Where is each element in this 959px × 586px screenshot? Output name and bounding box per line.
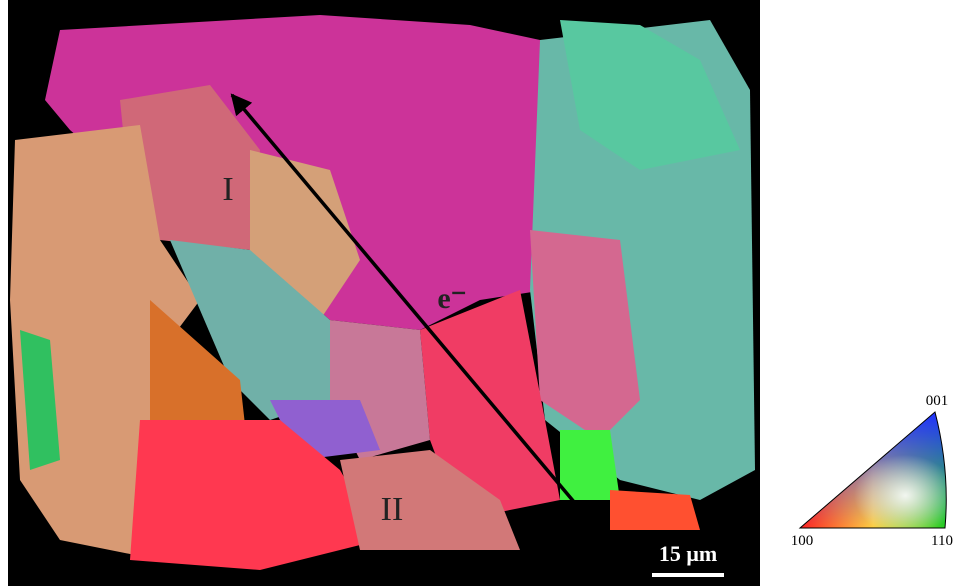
ipf-label: 100 <box>791 533 814 549</box>
ipf-label: 001 <box>926 393 949 409</box>
figure: I II e⁻ 15 μm 001 100 110 <box>0 0 959 586</box>
ipf-legend: 001 100 110 <box>791 393 953 549</box>
grain-label: II <box>381 491 404 528</box>
grain-label: I <box>222 171 233 208</box>
scale-label: 15 μm <box>659 541 717 566</box>
page: I II e⁻ 15 μm 001 100 110 (() => { const… <box>0 0 959 586</box>
beam-label: e⁻ <box>437 282 466 315</box>
ipf-label: 110 <box>931 533 953 549</box>
